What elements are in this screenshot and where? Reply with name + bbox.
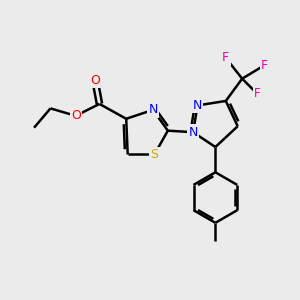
Text: F: F — [222, 51, 230, 64]
Text: F: F — [254, 87, 260, 100]
Text: O: O — [71, 109, 81, 122]
Text: N: N — [188, 126, 198, 139]
Text: N: N — [193, 99, 202, 112]
Text: F: F — [261, 59, 268, 72]
Text: N: N — [148, 103, 158, 116]
Text: S: S — [151, 148, 158, 161]
Text: O: O — [90, 74, 100, 87]
